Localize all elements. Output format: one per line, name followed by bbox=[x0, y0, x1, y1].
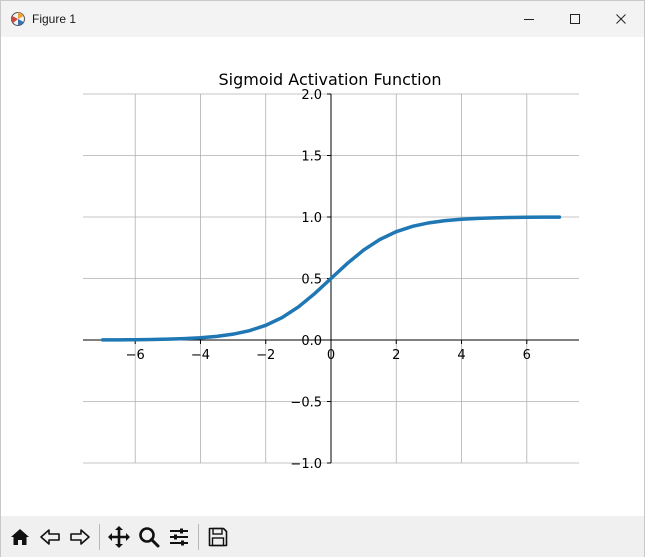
x-tick-label: −4 bbox=[191, 348, 210, 363]
y-tick-label: 0.5 bbox=[301, 273, 322, 288]
forward-button[interactable] bbox=[65, 521, 95, 553]
window-controls bbox=[506, 1, 644, 37]
x-tick-label: 6 bbox=[523, 348, 531, 363]
navigation-toolbar bbox=[1, 516, 644, 557]
back-button[interactable] bbox=[35, 521, 65, 553]
y-tick-label: 1.5 bbox=[301, 150, 322, 165]
maximize-button[interactable] bbox=[552, 1, 598, 37]
save-button[interactable] bbox=[203, 521, 233, 553]
chart-title: Sigmoid Activation Function bbox=[218, 70, 441, 89]
y-tick-label: 2.0 bbox=[301, 88, 322, 103]
save-icon bbox=[208, 527, 228, 546]
y-tick-label: 0.0 bbox=[301, 334, 322, 349]
pan-icon bbox=[108, 525, 130, 548]
toolbar-separator bbox=[99, 523, 100, 550]
forward-icon bbox=[70, 528, 90, 545]
minimize-icon bbox=[524, 19, 534, 20]
x-tick-label: −6 bbox=[126, 348, 145, 363]
x-tick-label: 4 bbox=[457, 348, 465, 363]
y-tick-label: 1.0 bbox=[301, 211, 322, 226]
app-icon bbox=[11, 12, 25, 26]
series-line bbox=[100, 215, 562, 342]
configure-subplots-icon bbox=[170, 528, 188, 545]
back-icon bbox=[40, 528, 60, 545]
pan-button[interactable] bbox=[104, 521, 134, 553]
home-button[interactable] bbox=[5, 521, 35, 553]
zoom-button[interactable] bbox=[134, 521, 164, 553]
y-tick-label: −0.5 bbox=[290, 396, 322, 411]
title-bar[interactable]: Figure 1 bbox=[1, 1, 644, 37]
window-title: Figure 1 bbox=[32, 12, 77, 26]
close-button[interactable] bbox=[598, 1, 644, 37]
maximize-icon bbox=[570, 14, 580, 24]
toolbar-separator bbox=[198, 523, 199, 550]
close-icon bbox=[616, 14, 626, 24]
x-tick-label: −2 bbox=[256, 348, 275, 363]
x-tick-label: 0 bbox=[327, 348, 335, 363]
figure-canvas[interactable]: −6 −4 −2 0 2 4 6 −1.0 −0.5 0.0 0.5 1.0 1.5 2.0 Sigmoi… bbox=[1, 37, 644, 516]
minimize-button[interactable] bbox=[506, 1, 552, 37]
zoom-icon bbox=[139, 526, 160, 547]
sigmoid-chart: −6 −4 −2 0 2 4 6 −1.0 −0.5 0.0 0.5 1.0 1.5 2.0 Sigmoi… bbox=[83, 70, 579, 472]
home-icon bbox=[11, 528, 29, 545]
configure-subplots-button[interactable] bbox=[164, 521, 194, 553]
x-tick-label: 2 bbox=[392, 348, 400, 363]
y-tick-label: −1.0 bbox=[290, 457, 322, 472]
